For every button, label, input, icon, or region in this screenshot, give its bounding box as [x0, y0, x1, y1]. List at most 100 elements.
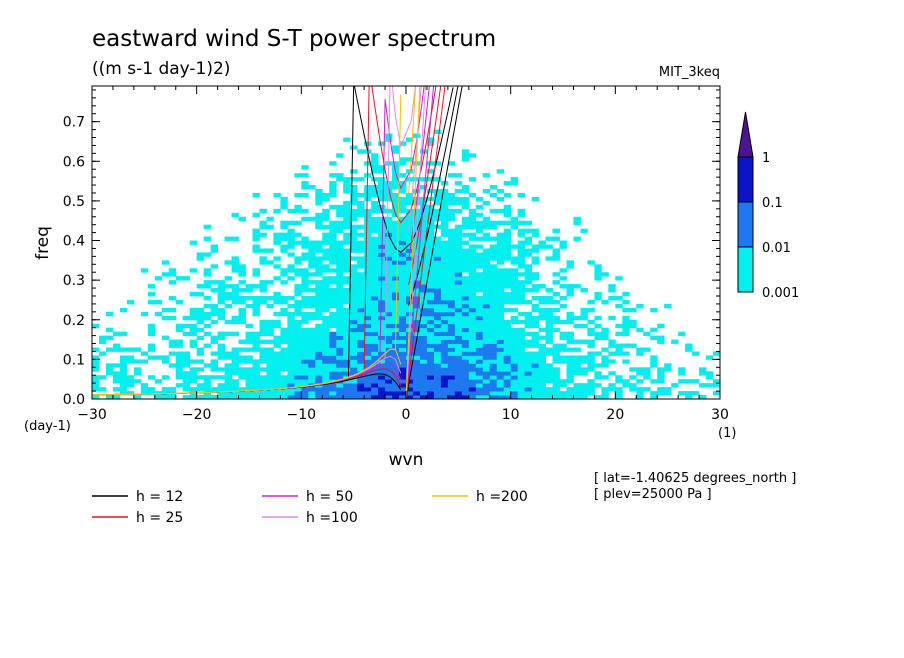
heat-cell — [399, 371, 407, 376]
heat-cell — [196, 383, 205, 388]
heat-cell — [454, 224, 463, 230]
heat-cell — [566, 331, 574, 337]
heat-cell — [329, 375, 337, 380]
heat-cell — [329, 367, 337, 372]
heat-cell — [273, 295, 281, 301]
heat-cell — [336, 307, 344, 313]
heat-cell — [287, 375, 295, 380]
heat-cell — [245, 375, 253, 380]
heat-cell — [538, 395, 546, 400]
heat-cell — [678, 367, 686, 372]
heat-cell — [406, 196, 414, 202]
heat-cell — [531, 244, 539, 249]
kelvin-curve-h200 — [405, 86, 421, 399]
heat-cell — [517, 208, 526, 214]
heat-cell — [482, 173, 491, 178]
heat-cell — [203, 343, 212, 348]
heat-cell — [280, 391, 288, 396]
heat-cell — [357, 307, 365, 313]
heat-cell — [475, 383, 484, 388]
heat-cell — [273, 391, 281, 396]
heat-cell — [406, 228, 414, 233]
heat-cell — [468, 343, 477, 348]
heat-cell — [301, 355, 309, 360]
heat-cell — [426, 335, 435, 340]
heat-cell — [92, 359, 100, 364]
heat-cell — [175, 351, 184, 356]
heat-cell — [329, 220, 337, 226]
heat-cell — [447, 319, 456, 325]
heat-cell — [112, 395, 121, 400]
heat-cell — [238, 272, 246, 277]
heat-cell — [196, 387, 205, 392]
heat-cell — [580, 391, 588, 396]
heat-cell — [322, 303, 330, 309]
heat-cell — [517, 379, 526, 384]
heat-cell — [510, 383, 519, 388]
heat-cell — [364, 292, 372, 297]
heat-cell — [336, 204, 344, 210]
heat-cell — [287, 244, 295, 249]
heat-cell — [461, 232, 470, 237]
heat-cell — [161, 375, 170, 380]
heat-cell — [189, 387, 198, 392]
heat-cell — [454, 327, 463, 333]
heat-cell — [489, 248, 498, 253]
heat-cell — [336, 331, 344, 337]
heat-cell — [426, 208, 435, 214]
heat-cell — [517, 288, 526, 293]
heat-cell — [531, 228, 539, 233]
heat-cell — [371, 157, 379, 162]
heat-cell — [517, 355, 526, 360]
heat-cell — [706, 371, 714, 376]
heat-cell — [433, 303, 442, 309]
heat-cell — [336, 295, 344, 301]
heat-cell — [273, 379, 281, 384]
heat-cell — [468, 347, 477, 352]
heat-cell — [350, 256, 358, 261]
heat-cell — [594, 276, 602, 281]
heat-cell — [238, 311, 246, 317]
heat-cell — [322, 327, 330, 333]
heat-cell — [524, 272, 532, 277]
heat-cell — [329, 351, 337, 356]
heat-cell — [615, 391, 623, 396]
heat-cell — [189, 367, 198, 372]
heat-cell — [315, 331, 323, 337]
heat-cell — [545, 327, 553, 333]
heat-cell — [496, 339, 505, 344]
heat-cell — [231, 319, 239, 325]
heat-cell — [315, 311, 323, 317]
heat-cell — [496, 303, 505, 309]
heat-cell — [412, 379, 421, 384]
heat-cell — [482, 252, 491, 257]
heat-cell — [406, 387, 414, 392]
heat-cell — [587, 355, 595, 360]
heat-cell — [392, 185, 400, 190]
heat-cell — [475, 367, 484, 372]
heat-cell — [587, 260, 595, 265]
heat-cell — [196, 311, 205, 317]
heat-cell — [454, 319, 463, 325]
heat-cell — [294, 327, 302, 333]
heat-cell — [608, 387, 616, 392]
heat-cell — [322, 248, 330, 253]
heat-cell — [461, 280, 470, 285]
heat-cell — [357, 212, 365, 218]
heat-cell — [468, 379, 477, 384]
heat-cell — [378, 375, 386, 380]
heat-cell — [468, 323, 477, 329]
heat-cell — [350, 311, 358, 317]
heat-cell — [392, 292, 400, 297]
heat-cell — [231, 363, 239, 368]
heat-cell — [573, 220, 581, 226]
heat-cell — [154, 379, 163, 384]
heat-cell — [315, 248, 323, 253]
heat-cell — [412, 177, 421, 182]
heat-cell — [357, 224, 365, 230]
heat-cell — [399, 288, 407, 293]
heat-cell — [294, 383, 302, 388]
heat-cell — [573, 216, 581, 222]
heat-cell — [566, 292, 574, 297]
heat-cell — [433, 367, 442, 372]
